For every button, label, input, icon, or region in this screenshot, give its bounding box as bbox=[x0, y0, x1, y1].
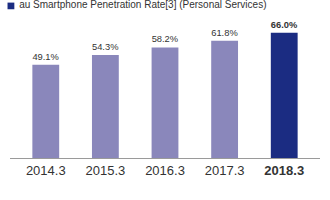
svg-text:54.3%: 54.3% bbox=[92, 42, 119, 52]
svg-text:2015.3: 2015.3 bbox=[85, 163, 125, 178]
svg-text:66.0%: 66.0% bbox=[271, 20, 298, 30]
svg-text:2016.3: 2016.3 bbox=[145, 163, 185, 178]
svg-text:49.1%: 49.1% bbox=[32, 52, 58, 62]
svg-text:2017.3: 2017.3 bbox=[205, 163, 245, 178]
svg-text:58.2%: 58.2% bbox=[152, 34, 178, 44]
svg-text:61.8%: 61.8% bbox=[211, 28, 238, 38]
svg-text:au Smartphone Penetration Rate: au Smartphone Penetration Rate[3] (Perso… bbox=[19, 0, 266, 10]
svg-text:2014.3: 2014.3 bbox=[26, 163, 66, 178]
svg-text:2018.3: 2018.3 bbox=[264, 163, 304, 178]
